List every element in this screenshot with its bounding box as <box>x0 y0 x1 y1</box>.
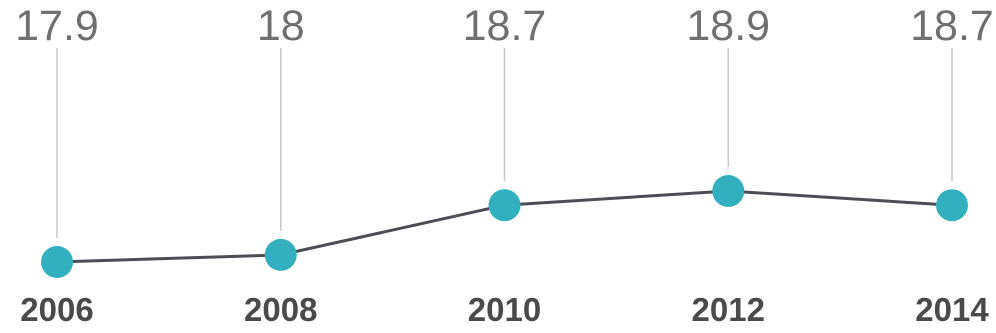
data-points <box>41 175 968 278</box>
value-labels: 17.9 18 18.7 18.9 18.7 <box>15 2 994 50</box>
data-point-2008 <box>264 238 297 271</box>
value-label-2014: 18.7 <box>910 2 994 50</box>
year-label-2010: 2010 <box>468 291 541 328</box>
data-point-2010 <box>488 189 521 222</box>
year-label-2008: 2008 <box>244 291 317 328</box>
year-labels: 2006 2008 2010 2012 2014 <box>20 291 989 328</box>
data-point-2014 <box>936 189 968 222</box>
data-point-2012 <box>712 175 745 207</box>
year-label-2006: 2006 <box>20 291 93 328</box>
value-label-2006: 17.9 <box>15 2 99 50</box>
year-label-2012: 2012 <box>692 291 765 328</box>
year-label-2014: 2014 <box>915 291 989 328</box>
leader-lines <box>56 48 953 238</box>
data-point-2006 <box>41 246 73 278</box>
value-label-2008: 18 <box>257 2 305 50</box>
value-label-2012: 18.9 <box>686 2 770 50</box>
value-label-2010: 18.7 <box>463 2 547 50</box>
